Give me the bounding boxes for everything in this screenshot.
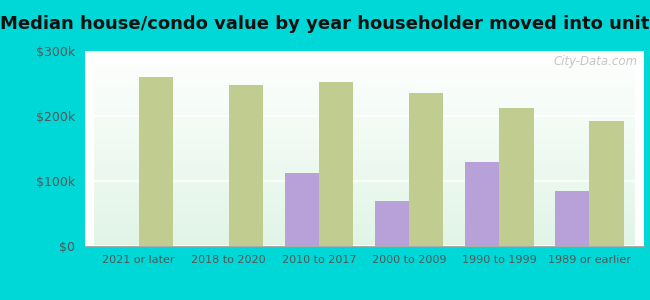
Bar [409, 93, 443, 246]
Bar [375, 200, 409, 246]
Bar [499, 107, 534, 246]
Text: Median house/condo value by year householder moved into unit: Median house/condo value by year househo… [0, 15, 650, 33]
Bar [229, 85, 263, 246]
Bar [555, 191, 590, 246]
Text: City-Data.com: City-Data.com [554, 55, 638, 68]
Bar [285, 172, 319, 246]
Bar [138, 77, 173, 246]
Bar [319, 82, 353, 246]
Bar [590, 121, 623, 246]
Bar [465, 161, 499, 246]
